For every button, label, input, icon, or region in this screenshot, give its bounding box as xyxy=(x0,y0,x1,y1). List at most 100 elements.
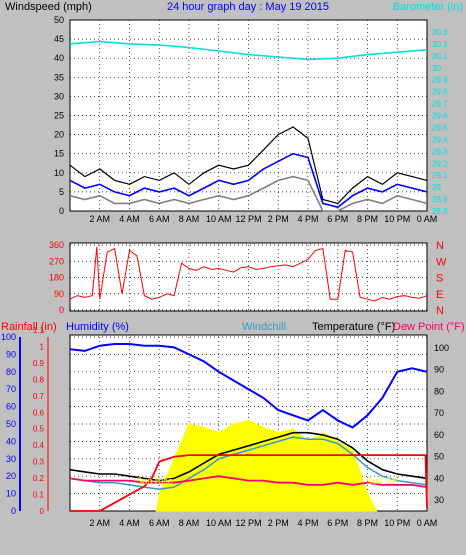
wind-ylabel: Windspeed (mph) xyxy=(5,1,92,13)
temp-ytick: 60 xyxy=(434,430,444,440)
baro-ytick: 29.9 xyxy=(432,76,448,85)
rainfall-line xyxy=(70,454,428,512)
wind-xtick: 12 PM xyxy=(235,214,261,224)
wind-xtick: 4 AM xyxy=(119,214,140,224)
temp-xtick: 8 AM xyxy=(179,518,200,528)
wind-ytick: 10 xyxy=(54,168,64,178)
dir-ytick: 360 xyxy=(49,240,64,250)
rain-ytick: 0 xyxy=(40,507,45,516)
baro-ytick: 30.3 xyxy=(432,28,448,37)
humidity-ytick: 0 xyxy=(11,506,16,516)
rain-ytick: 0.4 xyxy=(33,441,45,450)
sunset-annotation: Sun Set xyxy=(366,476,399,486)
humidity-ytick: 80 xyxy=(6,367,16,377)
wind-ytick: 25 xyxy=(54,111,64,121)
baro-ytick: 29.6 xyxy=(432,112,448,121)
temp-xtick: 4 PM xyxy=(297,518,318,528)
wind-low-line xyxy=(69,175,428,212)
dir-compass-tick: N xyxy=(436,305,444,317)
baro-ytick: 29.8 xyxy=(432,88,448,97)
legend-rainfall: Rainfall (in) xyxy=(1,321,57,333)
humidity-ytick: 90 xyxy=(6,349,16,359)
temp-ytick: 90 xyxy=(434,365,444,375)
wind-ytick: 5 xyxy=(59,187,64,197)
baro-ytick: 29.3 xyxy=(432,147,448,156)
rain-ytick: 1 xyxy=(40,342,45,351)
legend-dewpoint: Dew Point (°F) xyxy=(393,321,465,333)
baro-ytick: 29 xyxy=(432,183,441,192)
humidity-ytick: 60 xyxy=(6,402,16,412)
wind-ytick: 40 xyxy=(54,53,64,63)
humidity-ytick: 20 xyxy=(6,471,16,481)
wind-xtick: 10 PM xyxy=(384,214,410,224)
temp-xtick: 2 PM xyxy=(268,518,289,528)
wind-ytick: 30 xyxy=(54,91,64,101)
rain-ytick: 1.1 xyxy=(33,326,45,335)
humidity-ytick: 10 xyxy=(6,489,16,499)
rain-ytick: 0.2 xyxy=(33,474,45,483)
baro-ytick: 29.7 xyxy=(432,100,448,109)
temp-ytick: 70 xyxy=(434,408,444,418)
wind-xtick: 6 PM xyxy=(327,214,348,224)
baro-ytick: 29.5 xyxy=(432,123,448,132)
wind-xtick: 6 AM xyxy=(149,214,170,224)
legend-temperature: Temperature (°F) xyxy=(312,321,395,333)
temp-xtick: 6 AM xyxy=(149,518,170,528)
baro-ytick: 30 xyxy=(432,64,441,73)
temp-xtick: 2 AM xyxy=(89,518,110,528)
wind-direction-line xyxy=(69,246,428,302)
dir-compass-tick: N xyxy=(436,240,444,252)
wind-xtick: 8 PM xyxy=(357,214,378,224)
temp-xtick: 10 AM xyxy=(206,518,232,528)
wind-ytick: 45 xyxy=(54,34,64,44)
humidity-ytick: 100 xyxy=(1,332,16,342)
baro-ytick: 29.4 xyxy=(432,135,448,144)
humidity-ytick: 70 xyxy=(6,384,16,394)
wind-plot-area xyxy=(69,19,428,212)
humidity-ytick: 30 xyxy=(6,454,16,464)
humidity-ytick: 40 xyxy=(6,436,16,446)
wind-xtick: 8 AM xyxy=(179,214,200,224)
temp-ytick: 100 xyxy=(434,343,449,353)
legend-humidity: Humidity (%) xyxy=(66,321,129,333)
rain-ytick: 0.8 xyxy=(33,375,45,384)
wind-xtick: 0 AM xyxy=(417,214,438,224)
baro-ytick: 30.1 xyxy=(432,52,448,61)
dir-ytick: 180 xyxy=(49,273,64,283)
dir-ytick: 270 xyxy=(49,256,64,266)
temp-ytick: 40 xyxy=(434,473,444,483)
barometer-ylabel: Barometer (in) xyxy=(393,1,463,13)
temp-xtick: 4 AM xyxy=(119,518,140,528)
wind-ytick: 15 xyxy=(54,149,64,159)
temperature-line xyxy=(69,431,428,482)
baro-ytick: 28.9 xyxy=(432,195,448,204)
dir-ytick: 90 xyxy=(54,289,64,299)
humidity-ytick: 50 xyxy=(6,419,16,429)
temp-xtick: 12 PM xyxy=(235,518,261,528)
temp-ytick: 50 xyxy=(434,452,444,462)
wind-xtick: 10 AM xyxy=(206,214,232,224)
windchill-line xyxy=(69,436,428,491)
barometer-line xyxy=(69,40,428,61)
rain-ytick: 0.1 xyxy=(33,491,45,500)
baro-ytick: 29.2 xyxy=(432,159,448,168)
wind-xtick: 2 AM xyxy=(89,214,110,224)
baro-ytick: 29.1 xyxy=(432,171,448,180)
dir-compass-tick: S xyxy=(436,273,443,285)
temp-xtick: 10 PM xyxy=(384,518,410,528)
wind-xtick: 4 PM xyxy=(297,214,318,224)
wind-ytick: 0 xyxy=(59,206,64,216)
humidity-line xyxy=(69,343,428,429)
baro-ytick: 28.8 xyxy=(432,207,448,216)
wind-xtick: 2 PM xyxy=(268,214,289,224)
temp-ytick: 80 xyxy=(434,386,444,396)
temp-ytick: 30 xyxy=(434,495,444,505)
wind-average-line xyxy=(69,152,428,209)
dir-compass-tick: W xyxy=(436,256,447,268)
temp-xtick: 8 PM xyxy=(357,518,378,528)
rain-ytick: 0.5 xyxy=(33,425,45,434)
wind-gust-line xyxy=(69,126,428,205)
dewpoint-line xyxy=(69,475,428,488)
